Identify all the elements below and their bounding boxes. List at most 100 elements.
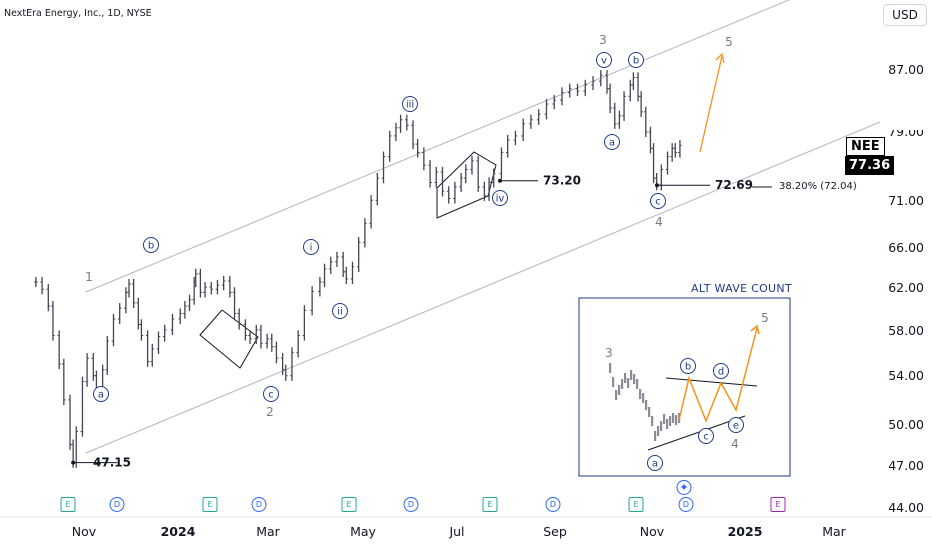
y-tick-label: 47.00 [888,458,924,473]
wave-label-ii: ii [337,307,343,318]
wave-label-b: b [148,241,154,252]
alt-wave-label-3: 3 [605,346,613,360]
wave-label-v-ring [596,52,612,68]
channel-upper-line [85,0,791,293]
level-point [498,178,502,183]
level-label: 73.20 [543,174,581,188]
wave-label-c-ring [263,386,279,402]
wave-label-2: 2 [266,405,274,419]
alt-wave-label-e: e [733,421,739,432]
alt-wave-label-e-ring [728,417,744,433]
wave-label-b-ring [628,52,644,68]
dividend-event-icon[interactable]: D [678,497,694,512]
alt-price-bar [669,416,672,426]
x-tick-label: Sep [543,524,567,539]
upcoming-earnings-event-icon[interactable]: E [770,497,786,512]
dividend-event-icon[interactable]: D [545,497,561,512]
wave-label-a-ring [93,386,109,402]
last-price: 77.36 [845,156,895,175]
y-tick-label: 62.00 [888,280,924,295]
alt-price-bar [657,426,660,436]
wave-label-a: a [609,138,615,149]
alt-wave-label-b-ring [680,358,696,374]
alt-price-bar [672,413,675,423]
alt-price-bar [627,378,630,388]
x-tick-label: 2025 [727,524,763,539]
triangle-pattern [199,309,259,369]
alt-price-bar [648,407,651,417]
alt-wave-label-b: b [685,362,691,373]
wave-label-c: c [655,197,661,208]
dividend-event-icon[interactable]: D [251,497,267,512]
level-point [655,183,659,188]
x-tick-label: Jul [449,524,465,539]
wave-label-v: v [601,56,607,67]
y-tick-label: 87.00 [888,62,924,77]
y-tick-label: 71.00 [888,193,924,208]
dividend-event-icon[interactable]: D [109,497,125,512]
x-tick-label: Mar [256,524,280,539]
alt-price-bar [636,379,639,389]
alt-price-bar [642,393,645,403]
alt-projection-path [678,327,758,424]
alt-count-panel [578,297,791,477]
alt-wave-label-d-ring [713,363,729,379]
alt-price-bar [666,419,669,429]
wave-label-i-ring [303,239,319,255]
earnings-event-icon[interactable]: E [341,497,357,512]
wave-label-a: a [98,390,104,401]
alt-price-bar [618,385,621,395]
event-marker-icon[interactable]: ✦ [676,480,692,495]
alt-wave-label-a-ring [647,455,663,471]
last-price-tag: NEE77.36 [845,137,932,175]
x-tick-label: 2024 [160,524,196,539]
x-tick-label: Mar [822,524,846,539]
triangle-pattern [436,151,497,219]
channel-lower-line [85,121,881,454]
alt-price-bar [675,415,678,425]
alt-wave-label-c-ring [698,428,714,444]
earnings-event-icon[interactable]: E [60,497,76,512]
wave-label-4: 4 [655,215,663,229]
alt-price-bar [633,374,636,384]
alt-wave-label-4: 4 [731,437,739,451]
alt-price-bar [654,431,657,441]
wave-label-i: i [310,243,313,254]
symbol-label: NEE [846,137,885,156]
alt-price-bar [624,373,627,383]
earnings-event-icon[interactable]: E [482,497,498,512]
wave-label-1: 1 [85,270,93,284]
y-tick-label: 79.00 [888,124,924,139]
wave-label-iii-ring [402,96,418,112]
alt-price-bar [651,416,654,426]
earnings-event-icon[interactable]: E [202,497,218,512]
y-tick-label: 44.00 [888,500,924,515]
chart-title: NextEra Energy, Inc., 1D, NYSE [4,8,152,19]
wave-label-iv: iv [496,194,505,205]
x-tick-label: Nov [71,524,97,539]
alt-price-bar [621,379,624,389]
dividend-event-icon[interactable]: D [403,497,419,512]
alt-wave-label-d: d [718,367,724,378]
projection-arrow-head [715,52,725,64]
wave-label-iv-ring [492,190,508,206]
level-label: 47.15 [93,456,131,470]
wave-label-iii: iii [406,100,414,111]
x-tick-label: Nov [639,524,665,539]
x-tick-label: May [350,524,376,539]
currency-button[interactable]: USD [883,4,927,26]
wave-label-a-ring [604,134,620,150]
alt-wave-label-5: 5 [761,311,769,325]
earnings-event-icon[interactable]: E [628,497,644,512]
level-point [71,460,76,465]
fib-level-label: 38.20% (72.04) [779,181,857,192]
alt-count-title: ALT WAVE COUNT [691,282,792,295]
alt-wave-label-a: a [652,459,658,470]
alt-price-bar [663,414,666,424]
wave-label-c-ring [650,193,666,209]
y-tick-label: 50.00 [888,417,924,432]
alt-price-bar [630,370,633,380]
alt-price-bar [609,363,612,373]
